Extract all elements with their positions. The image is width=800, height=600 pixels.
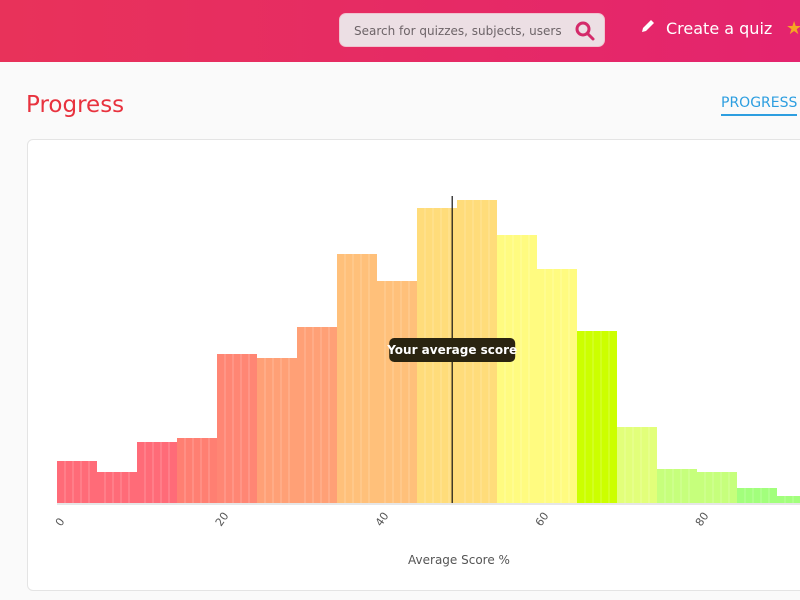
pencil-icon (640, 18, 656, 38)
create-quiz-button[interactable]: Create a quiz (640, 18, 772, 38)
histogram-bar (217, 354, 257, 503)
chart-card: 0 20 40 60 80 Your average score Average Sco… (27, 139, 800, 591)
histogram-bar (377, 281, 417, 503)
x-axis-label: Average Score % (408, 553, 510, 567)
average-score-tooltip: Your average score (386, 338, 517, 362)
x-tick-label: 20 (213, 510, 232, 529)
average-score-label: Your average score (386, 343, 517, 357)
top-bar: Create a quiz ★ (0, 0, 800, 62)
page-title: Progress (26, 92, 125, 118)
star-icon[interactable]: ★ (786, 18, 800, 39)
tab-progress[interactable]: PROGRESS (721, 95, 798, 116)
search-input[interactable] (352, 14, 576, 48)
histogram-bar (57, 461, 97, 503)
x-tick-label: 0 (53, 516, 68, 529)
search-icon[interactable] (574, 20, 596, 46)
histogram-bar (257, 358, 297, 503)
histogram-chart: 0 20 40 60 80 Your average score Average Sco… (53, 196, 800, 567)
histogram-bar (777, 496, 800, 503)
histogram-bar (657, 469, 697, 503)
histogram-bar (497, 235, 537, 503)
create-quiz-label: Create a quiz (666, 18, 773, 38)
histogram-bar (297, 327, 337, 503)
histogram-bar (337, 254, 377, 503)
x-tick-label: 40 (373, 510, 392, 529)
x-tick-label: 60 (533, 510, 552, 529)
histogram-bar (617, 427, 657, 503)
histogram-bar (537, 269, 577, 503)
histogram-bar (177, 438, 217, 503)
histogram-bar (737, 488, 777, 503)
x-tick-label: 80 (693, 510, 712, 529)
search-box[interactable] (339, 13, 605, 48)
histogram-bar (577, 331, 617, 503)
histogram-bar (697, 472, 737, 503)
histogram-bar (97, 472, 137, 503)
histogram-bar (137, 442, 177, 503)
